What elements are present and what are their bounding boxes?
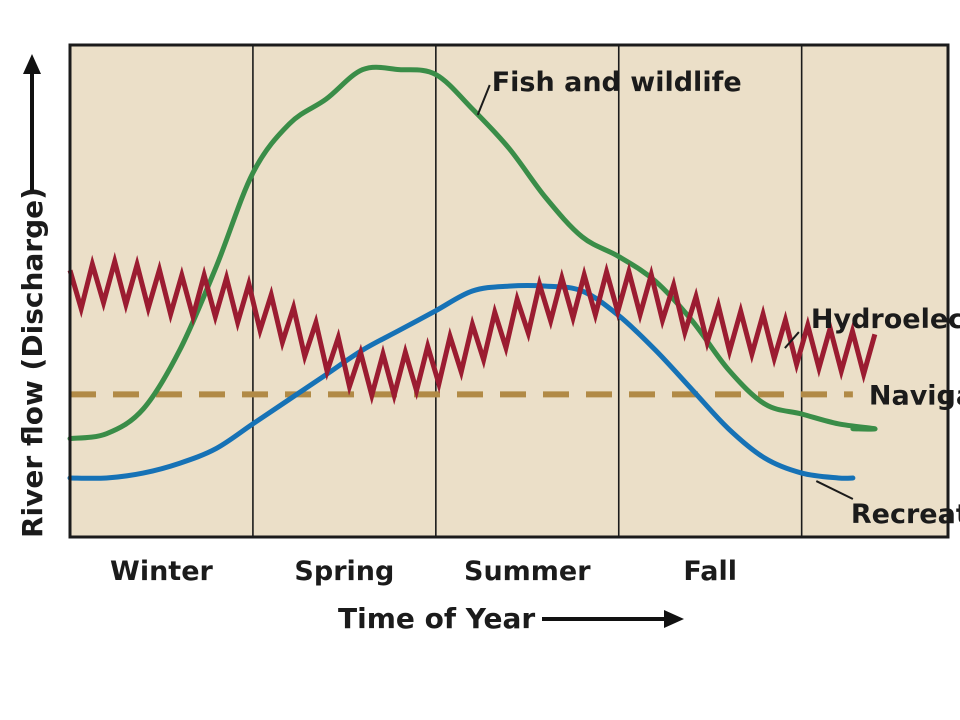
x-axis-arrow [542,610,684,628]
series-line-recreation [67,282,856,481]
season-dividers [252,45,803,537]
season-label-fall: Fall [683,556,737,587]
season-label-winter: Winter [110,556,213,587]
season-labels: Winter Spring Summer Fall [110,556,737,587]
series-leader-fish [476,84,491,116]
series-layer [67,64,878,481]
series-label-fish: Fish and wildlife [492,67,742,98]
plot-frame [68,43,950,539]
series-leader-recreation [815,480,854,500]
season-label-summer: Summer [464,556,591,587]
season-label-spring: Spring [294,556,394,587]
x-axis-title: Time of Year [338,602,535,635]
y-axis-arrow [23,54,41,190]
y-axis-title: River flow (Discharge) [16,187,49,538]
series-labels: Navigation Fish and wildlife Recreation Hyd… [476,67,960,530]
series-leader-hydro [784,331,800,349]
series-label-recreation: Recreation [851,499,960,530]
series-label-navigation: Navigation [869,380,960,411]
series-label-hydro: Hydroelectric [811,304,960,335]
series-line-hydro [67,251,878,406]
